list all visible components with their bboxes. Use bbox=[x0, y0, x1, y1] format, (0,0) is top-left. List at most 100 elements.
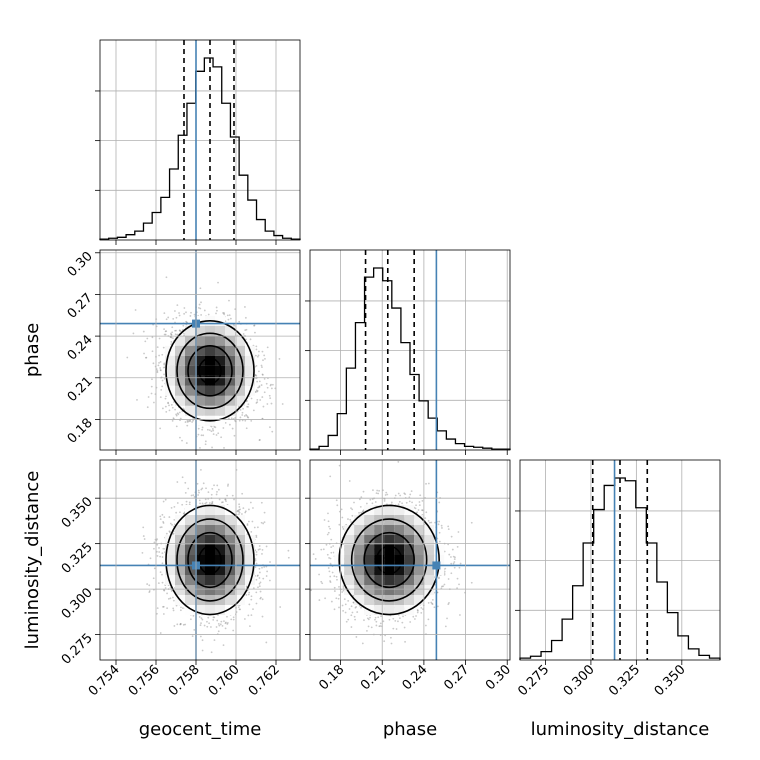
sample-point bbox=[198, 616, 201, 618]
sample-point bbox=[200, 434, 203, 437]
sample-point bbox=[164, 498, 167, 501]
sample-point bbox=[303, 584, 305, 586]
sample-point bbox=[226, 621, 229, 624]
sample-point bbox=[266, 403, 269, 405]
sample-point bbox=[185, 320, 188, 323]
sample-point bbox=[186, 452, 188, 454]
sample-point bbox=[213, 616, 216, 619]
sample-point bbox=[255, 551, 258, 553]
density-cell bbox=[235, 375, 245, 386]
sample-point bbox=[270, 383, 272, 386]
sample-point bbox=[238, 506, 241, 508]
sample-point bbox=[237, 509, 239, 512]
sample-point bbox=[199, 446, 201, 449]
sample-point bbox=[158, 547, 160, 549]
density-cell bbox=[235, 355, 245, 366]
sample-point bbox=[174, 408, 177, 411]
sample-point bbox=[167, 402, 170, 405]
sample-point bbox=[175, 414, 178, 417]
density-cell bbox=[205, 355, 215, 366]
sample-point bbox=[254, 391, 257, 393]
sample-point bbox=[262, 359, 264, 362]
sample-point bbox=[202, 482, 205, 485]
sample-point bbox=[211, 502, 214, 504]
sample-point bbox=[263, 354, 266, 357]
density-cell bbox=[215, 325, 225, 336]
sample-point bbox=[163, 373, 165, 376]
sample-point bbox=[253, 324, 255, 327]
sample-point bbox=[159, 427, 162, 430]
sample-point bbox=[255, 534, 258, 537]
sample-point bbox=[159, 369, 162, 372]
contour-line bbox=[187, 345, 233, 397]
sample-point bbox=[239, 508, 242, 511]
sample-point bbox=[169, 597, 172, 600]
sample-point bbox=[196, 482, 199, 485]
sample-point bbox=[183, 307, 186, 309]
sample-point bbox=[160, 526, 163, 529]
sample-point bbox=[226, 485, 229, 487]
sample-point bbox=[215, 312, 217, 315]
sample-point bbox=[163, 516, 166, 519]
sample-point bbox=[148, 584, 151, 587]
sample-point bbox=[179, 511, 181, 514]
sample-point bbox=[223, 447, 225, 449]
sample-point bbox=[254, 559, 257, 562]
sample-point bbox=[260, 521, 263, 524]
sample-point bbox=[176, 502, 179, 504]
sample-point bbox=[161, 573, 163, 576]
sample-point bbox=[256, 398, 259, 401]
sample-point bbox=[238, 503, 241, 506]
density-cell bbox=[205, 345, 215, 356]
sample-point bbox=[162, 613, 165, 615]
sample-point bbox=[261, 396, 264, 398]
sample-point bbox=[246, 523, 249, 525]
density-cell bbox=[225, 365, 235, 376]
sample-point bbox=[204, 443, 207, 446]
density-cell bbox=[215, 395, 225, 406]
sample-point bbox=[175, 316, 178, 319]
sample-point bbox=[184, 421, 187, 423]
density-cell bbox=[215, 315, 225, 326]
sample-point bbox=[151, 336, 154, 339]
sample-point bbox=[259, 548, 261, 551]
sample-point bbox=[156, 371, 159, 374]
sample-point bbox=[179, 436, 181, 439]
sample-point bbox=[210, 430, 213, 433]
sample-point bbox=[165, 410, 168, 413]
density-cell bbox=[195, 415, 205, 426]
sample-point bbox=[126, 356, 129, 359]
2d-panel-luminosity_distance-vs-geocent_time bbox=[99, 459, 305, 661]
sample-point bbox=[142, 535, 145, 537]
sample-point bbox=[153, 567, 156, 570]
sample-point bbox=[153, 547, 155, 550]
density-cell bbox=[215, 345, 225, 356]
sample-point bbox=[265, 382, 268, 385]
sample-point bbox=[208, 429, 211, 432]
density-cell bbox=[195, 405, 205, 416]
sample-point bbox=[222, 427, 225, 429]
sample-point bbox=[200, 301, 202, 304]
sample-point bbox=[167, 316, 170, 319]
sample-point bbox=[210, 651, 213, 654]
sample-point bbox=[178, 329, 181, 332]
sample-point bbox=[168, 404, 170, 407]
sample-point bbox=[182, 607, 184, 610]
density-cell bbox=[205, 335, 215, 346]
sample-point bbox=[258, 577, 261, 579]
sample-point bbox=[165, 532, 168, 535]
sample-point bbox=[184, 481, 187, 484]
density-cell bbox=[175, 385, 185, 396]
sample-point bbox=[263, 511, 266, 514]
sample-point bbox=[227, 483, 230, 486]
sample-point bbox=[226, 623, 229, 625]
sample-point bbox=[247, 593, 250, 596]
sample-point bbox=[197, 427, 200, 430]
density-cell bbox=[185, 385, 195, 396]
sample-point bbox=[159, 571, 162, 574]
sample-point bbox=[261, 373, 264, 376]
sample-point bbox=[247, 614, 250, 617]
sample-point bbox=[238, 510, 240, 513]
sample-point bbox=[239, 416, 242, 419]
sample-point bbox=[172, 607, 175, 610]
